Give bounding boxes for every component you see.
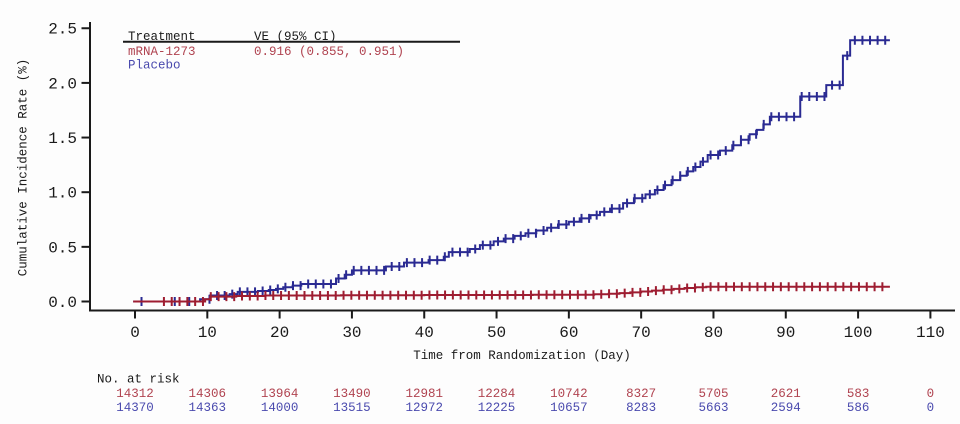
svg-text:1.0: 1.0	[48, 185, 77, 203]
svg-text:40: 40	[415, 324, 434, 342]
svg-text:8327: 8327	[626, 387, 656, 401]
svg-text:2.5: 2.5	[48, 21, 77, 39]
svg-text:2.0: 2.0	[48, 75, 77, 93]
svg-text:50: 50	[487, 324, 506, 342]
svg-text:mRNA-1273: mRNA-1273	[128, 45, 196, 59]
svg-text:No. at risk: No. at risk	[97, 373, 180, 387]
svg-text:10742: 10742	[550, 387, 588, 401]
svg-text:0: 0	[927, 401, 935, 415]
svg-text:VE (95% CI): VE (95% CI)	[254, 30, 337, 44]
svg-text:12225: 12225	[478, 401, 516, 415]
svg-text:Placebo: Placebo	[128, 59, 181, 73]
svg-text:12981: 12981	[405, 387, 443, 401]
svg-text:5663: 5663	[698, 401, 728, 415]
svg-text:13490: 13490	[333, 387, 371, 401]
svg-text:80: 80	[704, 324, 723, 342]
svg-text:0: 0	[927, 387, 935, 401]
svg-text:14370: 14370	[116, 401, 154, 415]
svg-text:586: 586	[847, 401, 870, 415]
svg-text:Cumulative Incidence Rate (%): Cumulative Incidence Rate (%)	[17, 59, 31, 277]
svg-text:100: 100	[844, 324, 873, 342]
svg-text:20: 20	[270, 324, 289, 342]
svg-text:110: 110	[916, 324, 945, 342]
svg-text:12972: 12972	[405, 401, 443, 415]
svg-text:13515: 13515	[333, 401, 371, 415]
svg-text:2594: 2594	[771, 401, 801, 415]
svg-text:583: 583	[847, 387, 870, 401]
svg-text:0.0: 0.0	[48, 294, 77, 312]
svg-text:70: 70	[632, 324, 651, 342]
svg-text:0: 0	[130, 324, 140, 342]
svg-text:14312: 14312	[116, 387, 154, 401]
svg-text:14363: 14363	[189, 401, 227, 415]
svg-text:60: 60	[559, 324, 578, 342]
svg-text:12284: 12284	[478, 387, 516, 401]
svg-text:8283: 8283	[626, 401, 656, 415]
svg-text:5705: 5705	[698, 387, 728, 401]
svg-text:0.916 (0.855, 0.951): 0.916 (0.855, 0.951)	[254, 45, 404, 59]
svg-text:90: 90	[776, 324, 795, 342]
svg-text:30: 30	[342, 324, 361, 342]
svg-text:Treatment: Treatment	[128, 30, 196, 44]
svg-text:13964: 13964	[261, 387, 299, 401]
svg-text:Time from Randomization (Day): Time from Randomization (Day)	[413, 349, 631, 363]
svg-text:14000: 14000	[261, 401, 299, 415]
svg-text:10: 10	[198, 324, 217, 342]
svg-text:0.5: 0.5	[48, 239, 77, 257]
svg-text:2621: 2621	[771, 387, 801, 401]
svg-text:14306: 14306	[189, 387, 227, 401]
svg-text:1.5: 1.5	[48, 130, 77, 148]
svg-text:10657: 10657	[550, 401, 588, 415]
